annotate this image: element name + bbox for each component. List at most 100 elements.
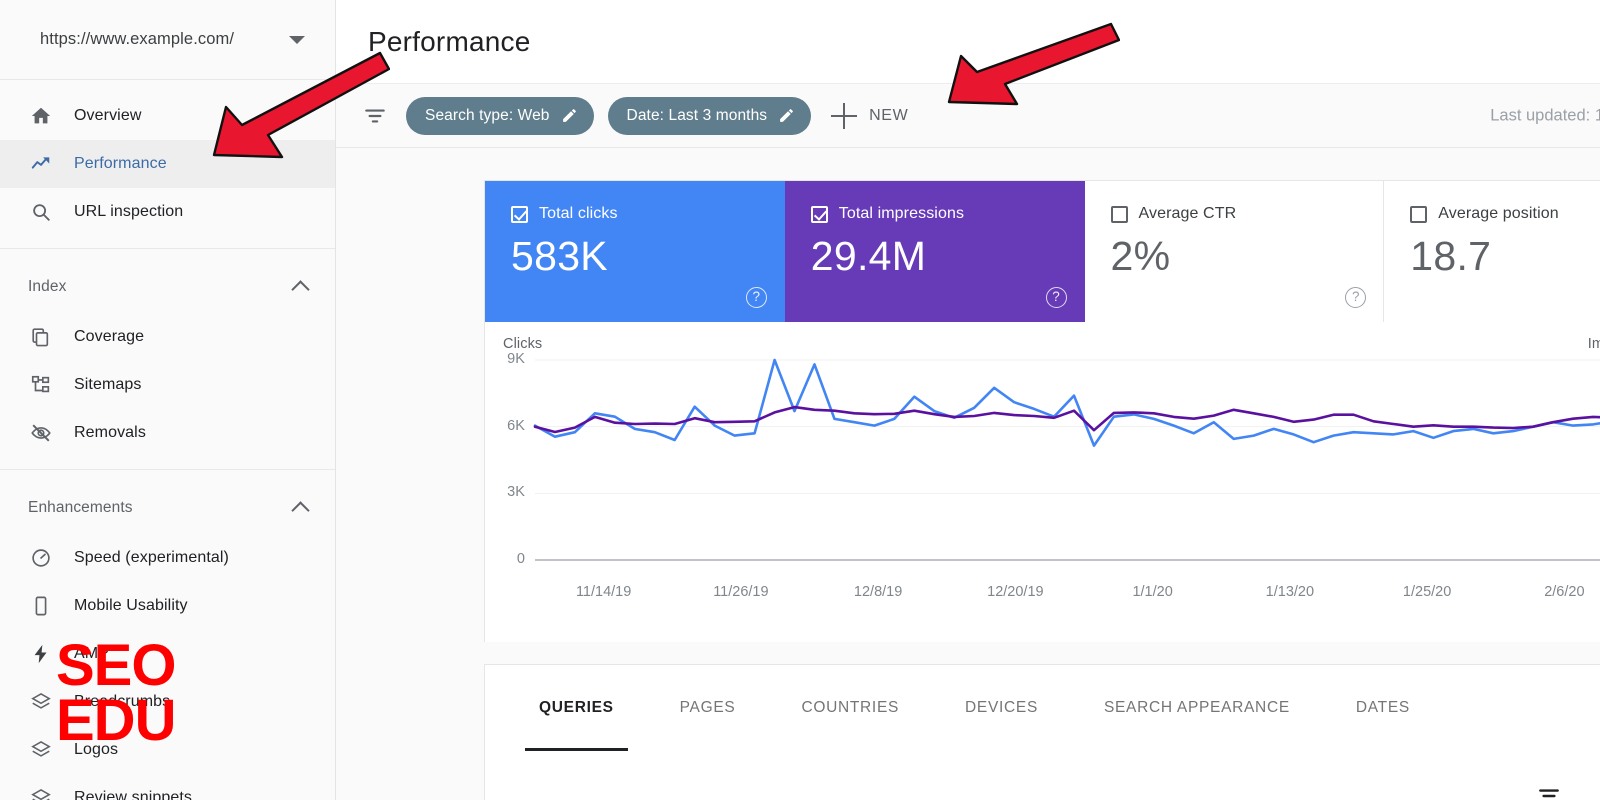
sidebar: https://www.example.com/ Overview Perfor… [0, 0, 336, 800]
metric-card-total-clicks[interactable]: Total clicks 583K ? [485, 181, 785, 322]
metric-value-total-clicks: 583K [511, 233, 608, 279]
metric-card-average-ctr[interactable]: Average CTR 2% ? [1085, 181, 1385, 322]
filter-icon[interactable] [1535, 782, 1563, 800]
metric-card-total-impressions[interactable]: Total impressions 29.4M ? [784, 181, 1085, 322]
sidebar-label-amp: AMP [74, 645, 109, 662]
chart-ytick: 0 [516, 551, 525, 567]
lightning-bolt-icon [28, 641, 54, 667]
sidebar-label-coverage: Coverage [74, 328, 145, 345]
chart-xtick: 1/1/20 [1132, 584, 1173, 600]
sidebar-group-enhancements: Enhancements Speed (experimental) Mobile… [0, 470, 335, 800]
chart-y-axis-title-clicks: Clicks [503, 336, 543, 352]
chart-ytick: 9K [507, 351, 525, 367]
table-tools [1535, 782, 1600, 800]
trending-up-icon [28, 151, 54, 177]
metric-cards: Total clicks 583K ? Total impressions 29… [485, 181, 1600, 322]
layers-icon [28, 689, 54, 715]
tab-queries[interactable]: QUERIES [525, 665, 628, 751]
sidebar-label-logos: Logos [74, 741, 119, 758]
tab-countries[interactable]: COUNTRIES [801, 699, 900, 716]
sidebar-label-performance: Performance [74, 155, 167, 172]
metric-label-total-impressions: Total impressions [838, 205, 965, 222]
layers-icon [28, 785, 54, 800]
sidebar-group-title-index: Index [28, 278, 67, 295]
chart-xtick: 1/25/20 [1402, 584, 1452, 600]
sidebar-item-url-inspection[interactable]: URL inspection [0, 188, 335, 236]
chart-ytick: 3K [507, 484, 525, 501]
sidebar-group-index: Index Coverage Sitemaps [0, 249, 335, 469]
tab-dates[interactable]: DATES [1355, 699, 1410, 716]
metric-label-average-ctr: Average CTR [1138, 205, 1237, 222]
metric-value-average-ctr: 2% [1110, 233, 1171, 279]
sidebar-item-mobile-usability[interactable]: Mobile Usability [0, 582, 335, 630]
filter-chip-search-type[interactable]: Search type: Web [406, 96, 594, 135]
eye-off-icon [28, 420, 54, 446]
pencil-icon[interactable] [561, 107, 578, 124]
speedometer-icon [28, 545, 54, 571]
metric-value-total-impressions: 29.4M [810, 233, 927, 279]
layers-icon [28, 737, 54, 763]
sidebar-group-header-index[interactable]: Index [0, 261, 335, 313]
plus-icon [831, 102, 858, 129]
data-table-panel: QUERIES PAGES COUNTRIES DEVICES SEARCH APPEA… [484, 664, 1600, 800]
pages-copy-icon [28, 324, 54, 350]
metric-card-average-position[interactable]: Average position 18.7 ? [1384, 181, 1600, 322]
last-updated-text: Last updated: 1 [1490, 106, 1600, 124]
sidebar-item-overview[interactable]: Overview [0, 92, 335, 140]
sidebar-label-speed: Speed (experimental) [74, 549, 229, 566]
sidebar-label-sitemaps: Sitemaps [74, 376, 142, 393]
help-circle-icon[interactable]: ? [1045, 287, 1067, 308]
filter-icon[interactable] [360, 101, 390, 131]
page-title: Performance [368, 25, 531, 57]
help-circle-icon[interactable]: ? [745, 287, 767, 308]
sidebar-label-mobile-usability: Mobile Usability [74, 597, 188, 614]
tab-pages[interactable]: PAGES [679, 699, 736, 716]
dimension-tabs: QUERIES PAGES COUNTRIES DEVICES SEARCH APPEA… [485, 665, 1600, 751]
pencil-icon[interactable] [778, 107, 795, 124]
chart-xtick: 12/20/19 [987, 584, 1044, 600]
tab-devices[interactable]: DEVICES [965, 699, 1038, 716]
new-filter-label: NEW [869, 106, 909, 124]
checkbox-average-ctr[interactable] [1110, 205, 1128, 223]
checkbox-total-clicks[interactable] [511, 205, 528, 223]
sidebar-item-logos[interactable]: Logos [0, 726, 335, 774]
tab-search-appearance[interactable]: SEARCH APPEARANCE [1103, 699, 1290, 716]
sidebar-item-amp[interactable]: AMP [0, 630, 335, 678]
metric-label-total-clicks: Total clicks [539, 205, 618, 222]
sidebar-item-breadcrumbs[interactable]: Breadcrumbs [0, 678, 335, 726]
filter-bar: Search type: Web Date: Last 3 months NEW… [336, 84, 1600, 148]
page-header: Performance [336, 0, 1600, 84]
sidebar-item-review-snippets[interactable]: Review snippets [0, 774, 335, 800]
caret-down-icon[interactable] [289, 35, 305, 44]
sidebar-item-performance[interactable]: Performance [0, 140, 335, 188]
filter-chip-date[interactable]: Date: Last 3 months [607, 96, 812, 135]
performance-panel: Total clicks 583K ? Total impressions 29… [484, 180, 1600, 642]
chevron-up-icon[interactable] [291, 280, 310, 299]
home-icon [28, 103, 54, 129]
chevron-up-icon[interactable] [291, 501, 310, 520]
filter-chip-search-type-label: Search type: Web [425, 106, 550, 124]
primary-nav: Overview Performance URL inspection [0, 80, 335, 248]
search-icon [28, 199, 54, 225]
chart-xtick: 12/8/19 [853, 584, 903, 600]
sidebar-item-speed[interactable]: Speed (experimental) [0, 534, 335, 582]
filter-chip-date-label: Date: Last 3 months [626, 106, 768, 124]
sidebar-item-coverage[interactable]: Coverage [0, 313, 335, 361]
sidebar-divider-2 [0, 469, 335, 470]
metric-card-head: Average CTR [1110, 205, 1384, 223]
checkbox-total-impressions[interactable] [810, 205, 828, 223]
new-filter-button[interactable]: NEW [831, 102, 909, 129]
sidebar-group-header-enhancements[interactable]: Enhancements [0, 482, 335, 534]
sidebar-item-sitemaps[interactable]: Sitemaps [0, 361, 335, 409]
sidebar-item-removals[interactable]: Removals [0, 409, 335, 457]
property-url-text: https://www.example.com/ [40, 30, 235, 48]
chart-y2-axis-title-impressions: Impressions [1587, 336, 1600, 352]
checkbox-average-position[interactable] [1410, 205, 1428, 223]
sidebar-label-url-inspection: URL inspection [74, 203, 184, 220]
chart-xtick: 2/6/20 [1544, 584, 1585, 600]
property-selector[interactable]: https://www.example.com/ [0, 0, 335, 80]
help-circle-icon[interactable]: ? [1345, 287, 1367, 308]
chart-ytick: 6K [507, 417, 525, 434]
